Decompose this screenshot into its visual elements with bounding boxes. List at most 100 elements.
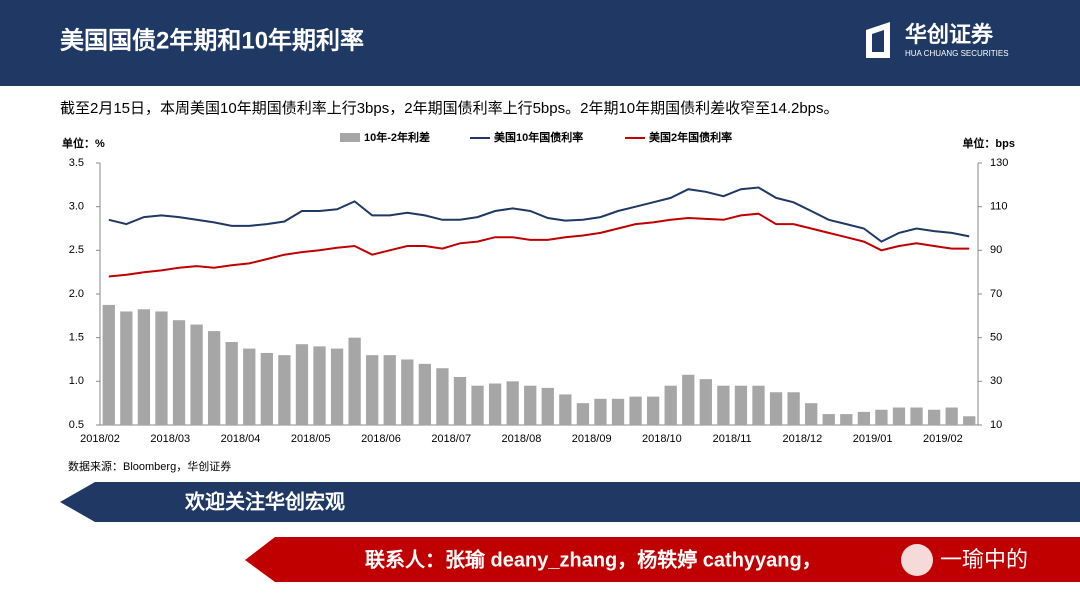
x-tick-label: 2018/04: [221, 433, 261, 445]
bar: [576, 403, 590, 425]
x-tick-label: 2018/12: [783, 433, 823, 445]
bar: [471, 385, 484, 425]
bar: [787, 392, 800, 425]
bar: [348, 337, 361, 425]
bar: [541, 387, 554, 425]
bar: [963, 416, 976, 425]
bar: [401, 359, 414, 425]
legend-label: 美国10年国债利率: [494, 130, 583, 144]
bar: [137, 309, 151, 425]
bar: [488, 383, 502, 425]
header-band: [0, 0, 1080, 86]
bar: [453, 376, 467, 425]
bar: [611, 398, 625, 425]
plot: 0.5 1.0 1.5 2.0 2.5 3.0 3.5 10 30 50 70 90 110 130 201…: [69, 130, 1009, 445]
legend-label: 美国2年国债利率: [649, 130, 732, 144]
x-tick-label: 2018/10: [642, 433, 682, 445]
bar: [646, 396, 660, 425]
watermark-icon: [901, 544, 933, 576]
bar: [840, 414, 853, 425]
bar: [717, 385, 730, 425]
logo-name: 华创证券: [905, 22, 994, 47]
y2-axis-unit: 单位：bps: [962, 136, 1015, 150]
x-tick-label: 2019/01: [853, 433, 893, 445]
legend-label: 10年-2年利差: [364, 130, 430, 144]
bar: [629, 396, 642, 425]
bar: [664, 385, 677, 425]
x-tick-label: 2018/06: [361, 433, 401, 445]
bar: [875, 409, 888, 425]
x-tick-label: 2019/02: [923, 433, 963, 445]
y2-tick-label: 130: [990, 157, 1008, 169]
slide-title: 美国国债2年期和10年期利率: [60, 26, 364, 54]
bar: [260, 352, 273, 425]
bar: [190, 324, 203, 425]
bar: [313, 346, 326, 425]
bar: [366, 355, 379, 425]
bar: [120, 311, 133, 425]
watermark: 一瑜中的: [940, 547, 1028, 572]
x-tick-label: 2018/03: [150, 433, 190, 445]
y-axis-unit: 单位：%: [62, 136, 105, 150]
bar: [805, 403, 818, 425]
legend-swatch: [340, 133, 360, 142]
bar: [436, 368, 449, 425]
y2-tick-label: 30: [990, 375, 1002, 387]
bar: [418, 363, 432, 425]
y-tick-label: 1.0: [69, 375, 84, 387]
bar: [207, 331, 221, 425]
bar: [892, 407, 906, 425]
bar: [559, 394, 572, 425]
x-tick-label: 2018/11: [713, 433, 752, 445]
contact-text: 联系人：张瑜 deany_zhang，杨轶婷 cathyyang，: [365, 547, 822, 571]
y2-tick-label: 110: [990, 201, 1008, 213]
bar: [243, 348, 256, 425]
y-tick-label: 0.5: [69, 419, 84, 431]
bar: [769, 392, 783, 425]
bar: [330, 348, 344, 425]
source: 数据来源：Bloomberg，华创证券: [68, 459, 231, 473]
bar: [155, 311, 168, 425]
bar: [295, 344, 309, 425]
banner-text: 欢迎关注华创宏观: [184, 489, 345, 513]
bar: [102, 304, 115, 425]
y2-tick-label: 70: [990, 288, 1002, 300]
bar: [225, 342, 238, 425]
x-tick-label: 2018/09: [572, 433, 612, 445]
summary: 截至2月15日，本周美国10年期国债利率上行3bps，2年期国债利率上行5bps…: [60, 99, 839, 117]
x-tick-label: 2018/05: [291, 433, 331, 445]
line: [108, 212, 970, 278]
logo-subtitle: HUA CHUANG SECURITIES: [905, 49, 1009, 58]
bar: [734, 385, 748, 425]
y-tick-label: 2.5: [69, 244, 84, 256]
line: [108, 186, 970, 243]
banner-shape: [60, 482, 1080, 522]
bar: [506, 381, 519, 425]
y-tick-label: 3.0: [69, 201, 84, 213]
bar: [910, 407, 923, 425]
bar: [945, 407, 958, 425]
bar: [278, 355, 291, 425]
y-tick-label: 2.0: [69, 288, 84, 300]
bar: [383, 355, 396, 425]
bar: [682, 374, 695, 425]
bar: [927, 409, 941, 425]
x-tick-label: 2018/02: [80, 433, 120, 445]
bar: [172, 320, 186, 425]
y-tick-label: 1.5: [69, 332, 84, 344]
bar: [752, 385, 765, 425]
bar: [857, 411, 871, 425]
y2-tick-label: 90: [990, 244, 1002, 256]
x-tick-label: 2018/07: [431, 433, 471, 445]
contact-shape: [245, 537, 1080, 582]
y-tick-label: 3.5: [69, 157, 84, 169]
bar: [699, 379, 712, 425]
bar: [524, 385, 537, 425]
bar: [594, 398, 607, 425]
x-tick-label: 2018/08: [502, 433, 542, 445]
y2-tick-label: 50: [990, 332, 1002, 344]
bar: [822, 414, 835, 425]
logo-icon: [866, 22, 890, 58]
